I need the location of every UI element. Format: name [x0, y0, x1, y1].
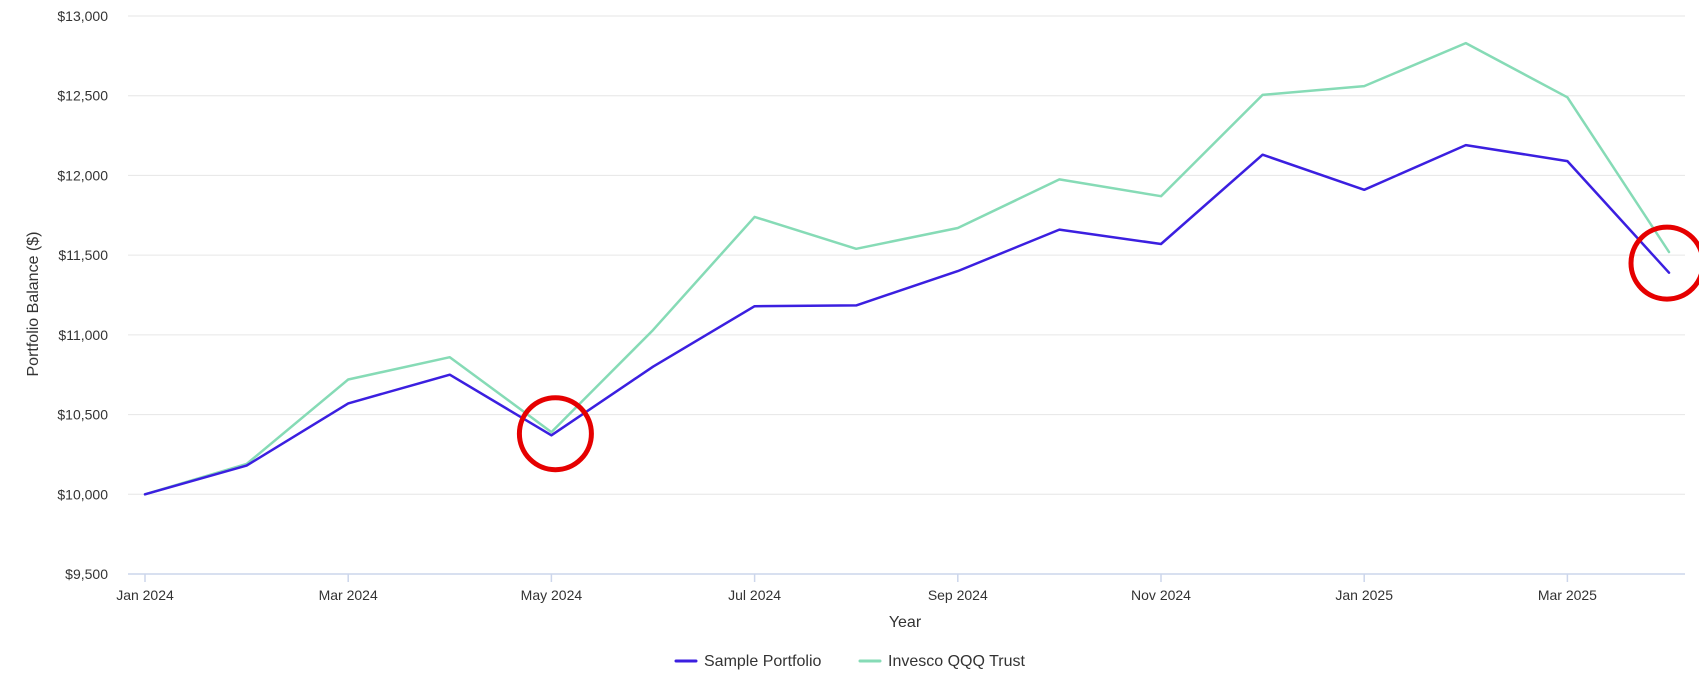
- series-lines: [143, 41, 1671, 496]
- y-tick-label: $12,500: [57, 88, 108, 104]
- series-line-sample-portfolio: [143, 143, 1671, 496]
- highlight-circle: [1628, 224, 1699, 302]
- grid-lines: [128, 15, 1685, 495]
- x-axis-title: Year: [889, 614, 922, 631]
- series-line-invesco-qqq-trust: [143, 41, 1671, 496]
- y-tick-label: $10,000: [57, 486, 108, 502]
- y-tick-label: $11,000: [58, 327, 108, 343]
- y-tick-label: $11,500: [58, 247, 108, 263]
- y-tick-label: $12,000: [57, 167, 108, 183]
- x-tick-label: May 2024: [521, 587, 583, 603]
- y-tick-label: $9,500: [65, 566, 108, 582]
- legend-item-invesco-qqq-trust[interactable]: Invesco QQQ Trust: [858, 653, 1025, 670]
- legend: Sample Portfolio Invesco QQQ Trust: [674, 653, 1025, 670]
- legend-label: Invesco QQQ Trust: [888, 653, 1025, 670]
- x-tick-label: Jan 2025: [1335, 587, 1393, 603]
- y-tick-label: $10,500: [57, 407, 108, 423]
- highlight-circle: [516, 395, 594, 473]
- x-tick-label: Jan 2024: [116, 587, 174, 603]
- x-tick-label: Jul 2024: [728, 587, 781, 603]
- x-tick-label: Mar 2024: [319, 587, 378, 603]
- legend-item-sample-portfolio[interactable]: Sample Portfolio: [674, 653, 821, 670]
- axes: $9,500 $10,000 $10,500 $11,000 $11,500 $12,00…: [57, 8, 1685, 603]
- annotations: [516, 224, 1699, 473]
- legend-label: Sample Portfolio: [704, 653, 821, 670]
- y-tick-label: $13,000: [57, 8, 108, 24]
- y-axis-title: Portfolio Balance ($): [25, 232, 42, 377]
- x-tick-label: Sep 2024: [928, 587, 988, 603]
- x-tick-label: Nov 2024: [1131, 587, 1191, 603]
- x-tick-label: Mar 2025: [1538, 587, 1597, 603]
